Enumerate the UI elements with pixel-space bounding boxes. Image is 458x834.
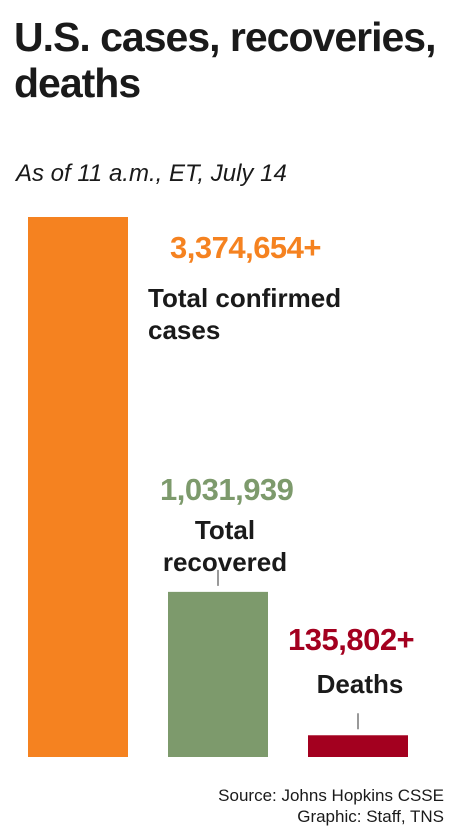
bar xyxy=(308,735,408,757)
value-label: 135,802+ xyxy=(288,622,415,657)
value-label: 3,374,654+ xyxy=(170,230,322,265)
source-note: Source: Johns Hopkins CSSE xyxy=(218,786,444,805)
bar xyxy=(28,217,128,757)
category-label: Deaths xyxy=(316,669,404,699)
category-label: Total recovered xyxy=(162,515,288,577)
value-label: 1,031,939 xyxy=(160,472,294,507)
category-label: Total confirmed cases xyxy=(148,283,342,345)
chart-title: U.S. cases, recoveries, deaths xyxy=(14,14,436,106)
bar xyxy=(168,591,268,757)
chart-subtitle: As of 11 a.m., ET, July 14 xyxy=(16,160,287,187)
credit-note: Graphic: Staff, TNS xyxy=(297,807,444,826)
